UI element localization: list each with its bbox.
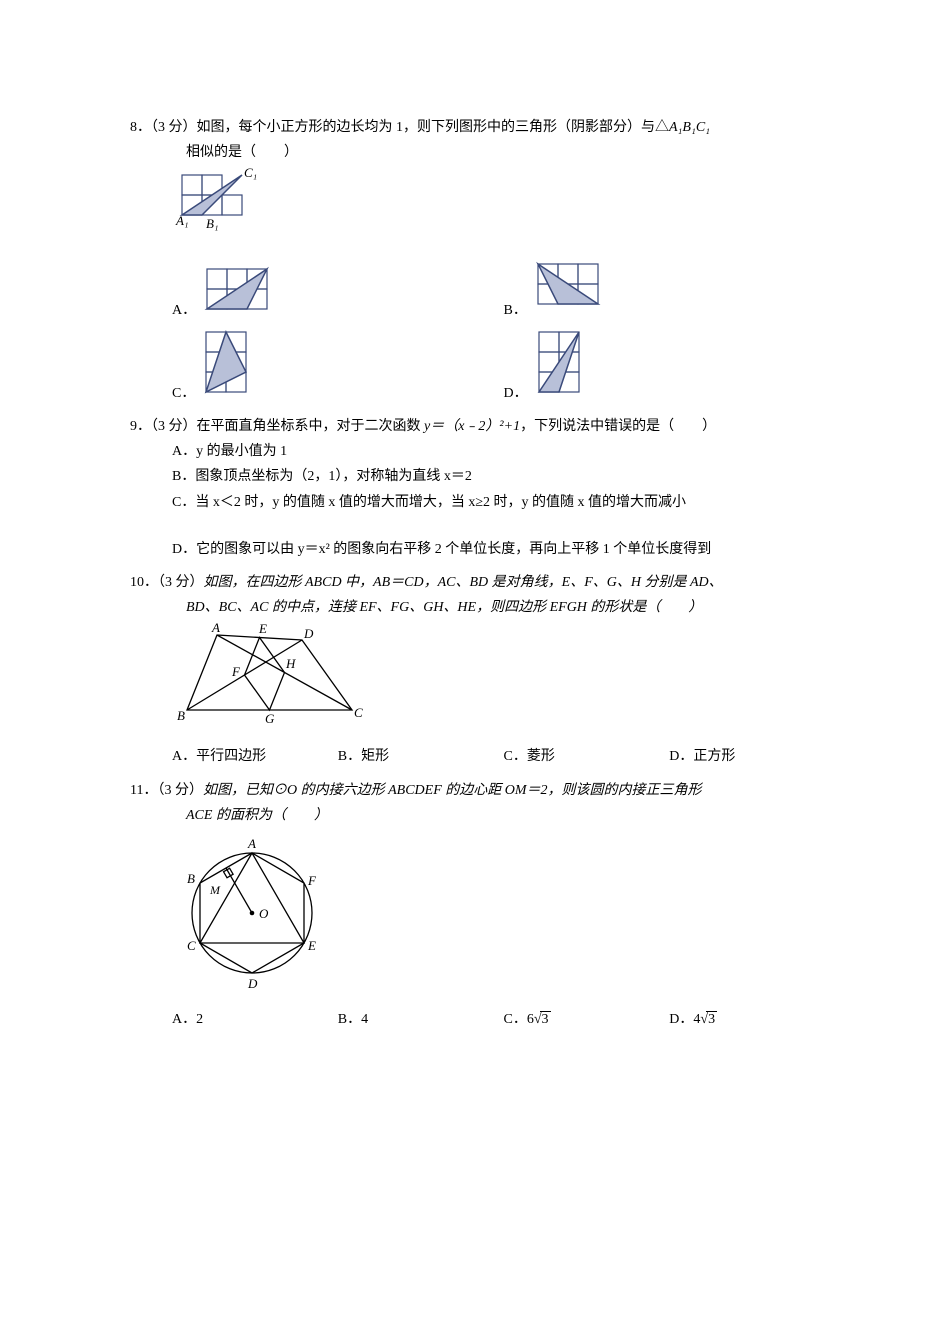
q10-opt-a: A．平行四边形	[172, 744, 338, 769]
q8-points: （3 分）	[151, 120, 197, 135]
q10-points: （3 分）	[158, 575, 204, 590]
q8-opt-d-svg	[534, 327, 604, 406]
q8-opt-c-label: C．	[172, 381, 195, 406]
q10-svg: A D B C E F G H	[172, 620, 372, 735]
q11-opt-c-prefix: C．6	[504, 1012, 534, 1027]
q11-stem-l2: ACE 的面积为（ ）	[130, 803, 835, 828]
q11-label-M: M	[209, 883, 221, 897]
q8-opt-b-label: B．	[504, 298, 527, 323]
q9-opt-a: A．y 的最小值为 1	[130, 439, 835, 464]
q8-stem-line2: 相似的是（ ）	[130, 140, 835, 165]
q10-stem2: BD、BC、AC 的中点，连接 EF、FG、GH、HE，则四边形 EFGH 的形…	[186, 600, 702, 615]
q8-opt-a: A．	[172, 264, 504, 323]
q11-stem1: 如图，已知⊙O 的内接六边形 ABCDEF 的边心距 OM＝2，则该圆的内接正三…	[203, 783, 702, 798]
q10-label-D: D	[303, 626, 314, 641]
q10-label-H: H	[285, 656, 296, 671]
q11-stem2: ACE 的面积为（ ）	[186, 808, 328, 823]
q11-stem-l1: 11．（3 分）如图，已知⊙O 的内接六边形 ABCDEF 的边心距 OM＝2，…	[130, 778, 835, 803]
q10-label-B: B	[177, 708, 185, 723]
q11-label-D: D	[247, 976, 258, 991]
label-c1: C₁	[244, 165, 257, 180]
q10-label-F: F	[231, 664, 241, 679]
q11-options: A．2 B．4 C．6√3 D．4√3	[130, 1007, 835, 1032]
q11-label-E: E	[307, 938, 316, 953]
q8-number: 8．	[130, 120, 151, 135]
q10-number: 10．	[130, 575, 158, 590]
q11-opt-d: D．4√3	[669, 1007, 835, 1032]
q9-opt-c: C．当 x＜2 时，y 的值随 x 值的增大而增大，当 x≥2 时，y 的值随 …	[130, 490, 835, 515]
q8-stem2: 相似的是（ ）	[186, 145, 298, 160]
q11-opt-d-rad: 3	[706, 1011, 717, 1027]
q10-figure: A D B C E F G H	[130, 620, 835, 744]
q10-options: A．平行四边形 B．矩形 C．菱形 D．正方形	[130, 744, 835, 769]
q11-label-O: O	[259, 906, 269, 921]
label-a1: A₁	[175, 213, 188, 228]
q11-svg: A B C D E F O M	[172, 828, 332, 998]
q9-stem2: ，下列说法中错误的是（ ）	[520, 419, 716, 434]
q8-ref-svg: A₁ B₁ C₁	[172, 165, 272, 245]
q10-opt-b: B．矩形	[338, 744, 504, 769]
q10-stem1: 如图，在四边形 ABCD 中，AB＝CD，AC、BD 是对角线，E、F、G、H …	[204, 575, 723, 590]
q9-gap	[130, 515, 835, 537]
q10-opt-c: C．菱形	[504, 744, 670, 769]
q11-number: 11．	[130, 783, 157, 798]
q11-label-A: A	[247, 836, 256, 851]
q11-opt-d-prefix: D．4	[669, 1012, 700, 1027]
q10-stem-l2: BD、BC、AC 的中点，连接 EF、FG、GH、HE，则四边形 EFGH 的形…	[130, 595, 835, 620]
q11-opt-c-rad: 3	[540, 1011, 551, 1027]
sqrt-icon: √3	[534, 1007, 551, 1032]
q8-opt-a-svg	[202, 264, 312, 323]
q9-number: 9．	[130, 419, 151, 434]
q9-stem: 9．（3 分）在平面直角坐标系中，对于二次函数 y＝（x﹣2）²+1，下列说法中…	[130, 414, 835, 439]
q8-opt-d: D．	[504, 327, 836, 406]
q11-figure: A B C D E F O M	[130, 828, 835, 1007]
q11-label-B: B	[187, 871, 195, 886]
q10-label-C: C	[354, 705, 363, 720]
q8-options-row2: C． D．	[130, 327, 835, 406]
q11-opt-b: B．4	[338, 1007, 504, 1032]
q8-opt-b: B．	[504, 259, 836, 323]
q11-label-C: C	[187, 938, 196, 953]
q9-stem1: 在平面直角坐标系中，对于二次函数	[197, 419, 425, 434]
q8-main-figure: A₁ B₁ C₁	[130, 165, 835, 254]
q11-points: （3 分）	[157, 783, 203, 798]
q8-stem-line1: 8．（3 分）如图，每个小正方形的边长均为 1，则下列图形中的三角形（阴影部分）…	[130, 115, 835, 140]
q8-opt-d-label: D．	[504, 381, 528, 406]
question-11: 11．（3 分）如图，已知⊙O 的内接六边形 ABCDEF 的边心距 OM＝2，…	[130, 778, 835, 1033]
q11-label-F: F	[307, 873, 317, 888]
q8-tri: A₁B₁C₁	[669, 120, 710, 135]
q10-stem-l1: 10．（3 分）如图，在四边形 ABCD 中，AB＝CD，AC、BD 是对角线，…	[130, 570, 835, 595]
q11-opt-c: C．6√3	[504, 1007, 670, 1032]
question-9: 9．（3 分）在平面直角坐标系中，对于二次函数 y＝（x﹣2）²+1，下列说法中…	[130, 414, 835, 562]
q10-label-E: E	[258, 621, 267, 636]
q8-stem1: 如图，每个小正方形的边长均为 1，则下列图形中的三角形（阴影部分）与△	[197, 120, 670, 135]
q9-opt-d: D．它的图象可以由 y＝x² 的图象向右平移 2 个单位长度，再向上平移 1 个…	[130, 537, 835, 562]
sqrt-icon: √3	[700, 1007, 717, 1032]
q9-points: （3 分）	[151, 419, 197, 434]
q10-opt-d: D．正方形	[669, 744, 835, 769]
q8-opt-a-label: A．	[172, 298, 196, 323]
question-8: 8．（3 分）如图，每个小正方形的边长均为 1，则下列图形中的三角形（阴影部分）…	[130, 115, 835, 406]
q10-label-A: A	[211, 620, 220, 635]
q8-options-row1: A． B．	[130, 259, 835, 323]
q9-opt-b: B．图象顶点坐标为（2，1），对称轴为直线 x＝2	[130, 464, 835, 489]
q8-opt-c: C．	[172, 327, 504, 406]
q10-label-G: G	[265, 711, 275, 726]
q9-func: y＝（x﹣2）²+1	[424, 419, 520, 434]
label-b1: B₁	[206, 216, 218, 231]
question-10: 10．（3 分）如图，在四边形 ABCD 中，AB＝CD，AC、BD 是对角线，…	[130, 570, 835, 770]
q8-opt-c-svg	[201, 327, 291, 406]
q11-opt-a: A．2	[172, 1007, 338, 1032]
q8-opt-b-svg	[533, 259, 623, 323]
